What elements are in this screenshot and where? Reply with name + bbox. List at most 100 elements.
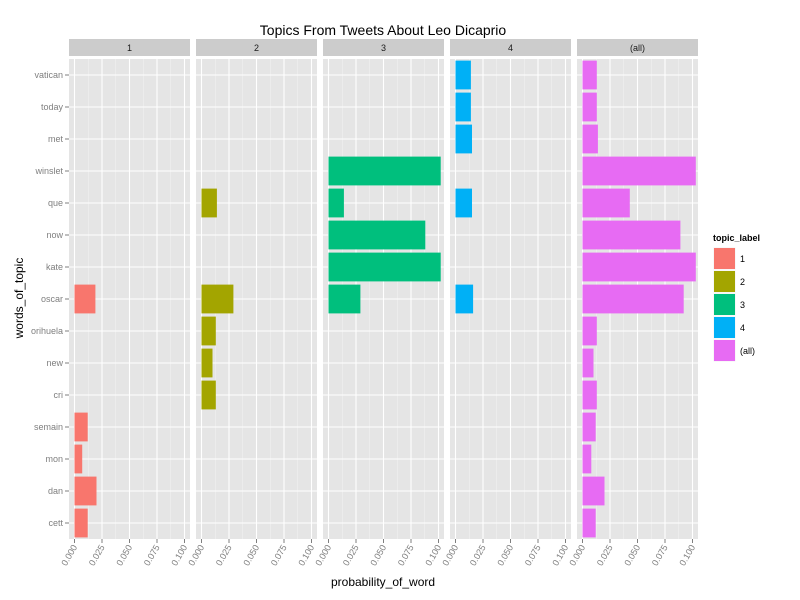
- legend: topic_label 1 2 3 4 (all): [712, 233, 760, 363]
- bar: [582, 476, 605, 506]
- bar: [582, 444, 592, 474]
- y-tick-label: new: [46, 358, 63, 368]
- bar: [582, 60, 597, 90]
- y-tick-label: orihuela: [31, 326, 63, 336]
- bar: [74, 476, 97, 506]
- legend-swatch: [714, 271, 735, 292]
- x-tick-label: 0.100: [423, 543, 443, 568]
- x-tick-label: 0.025: [214, 543, 234, 568]
- x-tick-label: 0.025: [341, 543, 361, 568]
- y-tick-label: winslet: [34, 166, 63, 176]
- bar: [582, 252, 696, 282]
- x-tick-label: 0.075: [142, 543, 162, 568]
- facet-panels: 1 2 3 4 (all): [69, 39, 698, 539]
- bar: [582, 156, 696, 186]
- bar: [201, 188, 217, 218]
- legend-label: (all): [740, 346, 755, 356]
- bar: [455, 124, 472, 154]
- bar: [328, 252, 441, 282]
- bar: [201, 316, 216, 346]
- bar: [201, 380, 216, 410]
- legend-label: 1: [740, 254, 745, 264]
- x-tick-label: 0.050: [622, 543, 642, 568]
- x-tick-label: 0.075: [523, 543, 543, 568]
- bar: [74, 444, 83, 474]
- x-tick-label: 0.050: [495, 543, 515, 568]
- facet-panel: 3: [323, 39, 444, 539]
- bar: [455, 92, 471, 122]
- facet-strip: [69, 39, 190, 56]
- y-tick-label: cett: [48, 518, 63, 528]
- bar: [582, 188, 630, 218]
- bar: [328, 156, 441, 186]
- bar: [74, 412, 88, 442]
- y-tick-label: today: [41, 102, 64, 112]
- x-tick-label: 0.000: [313, 543, 333, 568]
- bar: [74, 508, 88, 538]
- bar: [582, 220, 681, 250]
- facet-strip-label: 4: [508, 43, 513, 53]
- bar: [582, 92, 597, 122]
- facet-strip: [450, 39, 571, 56]
- x-tick-label: 0.100: [169, 543, 189, 568]
- legend-swatch: [714, 317, 735, 338]
- y-axis: vatican today met winslet que now kate oscar ori…: [31, 70, 69, 528]
- x-tick-label: 0.100: [550, 543, 570, 568]
- x-tick-label: 0.050: [114, 543, 134, 568]
- facet-strip: [323, 39, 444, 56]
- x-tick-label: 0.000: [59, 543, 79, 568]
- y-tick-label: cri: [54, 390, 64, 400]
- x-tick-label: 0.000: [440, 543, 460, 568]
- legend-title: topic_label: [713, 233, 760, 243]
- legend-label: 3: [740, 300, 745, 310]
- x-tick-label: 0.025: [87, 543, 107, 568]
- bar: [328, 284, 361, 314]
- x-axis-title: probability_of_word: [331, 575, 435, 589]
- chart-title: Topics From Tweets About Leo Dicaprio: [260, 22, 507, 38]
- y-tick-label: met: [48, 134, 64, 144]
- x-tick-label: 0.025: [595, 543, 615, 568]
- facet-strip-label: 2: [254, 43, 259, 53]
- y-tick-label: que: [48, 198, 63, 208]
- legend-label: 4: [740, 323, 745, 333]
- y-axis-title: words_of_topic: [12, 258, 26, 340]
- x-tick-label: 0.075: [396, 543, 416, 568]
- x-tick-label: 0.025: [468, 543, 488, 568]
- facet-strip: [577, 39, 698, 56]
- y-tick-label: kate: [46, 262, 63, 272]
- bar: [582, 124, 598, 154]
- bar: [201, 348, 213, 378]
- facet-strip-label: (all): [630, 43, 645, 53]
- x-tick-label: 0.050: [241, 543, 261, 568]
- x-tick-label: 0.075: [650, 543, 670, 568]
- bar: [201, 284, 234, 314]
- legend-swatch: [714, 248, 735, 269]
- y-tick-label: mon: [45, 454, 63, 464]
- bar: [582, 508, 596, 538]
- legend-swatch: [714, 294, 735, 315]
- bar: [455, 284, 474, 314]
- y-tick-label: vatican: [34, 70, 63, 80]
- x-tick-label: 0.050: [368, 543, 388, 568]
- bar: [455, 60, 471, 90]
- y-tick-label: now: [46, 230, 63, 240]
- facet-strip-label: 1: [127, 43, 132, 53]
- x-tick-label: 0.000: [186, 543, 206, 568]
- bar: [328, 188, 344, 218]
- facet-strip: [196, 39, 317, 56]
- bar: [582, 348, 594, 378]
- bar: [455, 188, 472, 218]
- y-tick-label: semain: [34, 422, 63, 432]
- bar: [582, 316, 597, 346]
- x-tick-label: 0.075: [269, 543, 289, 568]
- legend-items: 1 2 3 4 (all): [712, 246, 755, 363]
- y-tick-label: dan: [48, 486, 63, 496]
- x-tick-label: 0.100: [677, 543, 697, 568]
- x-tick-label: 0.100: [296, 543, 316, 568]
- legend-label: 2: [740, 277, 745, 287]
- facet-panel: 2: [196, 39, 317, 539]
- legend-swatch: [714, 340, 735, 361]
- y-tick-label: oscar: [41, 294, 63, 304]
- bar: [74, 284, 96, 314]
